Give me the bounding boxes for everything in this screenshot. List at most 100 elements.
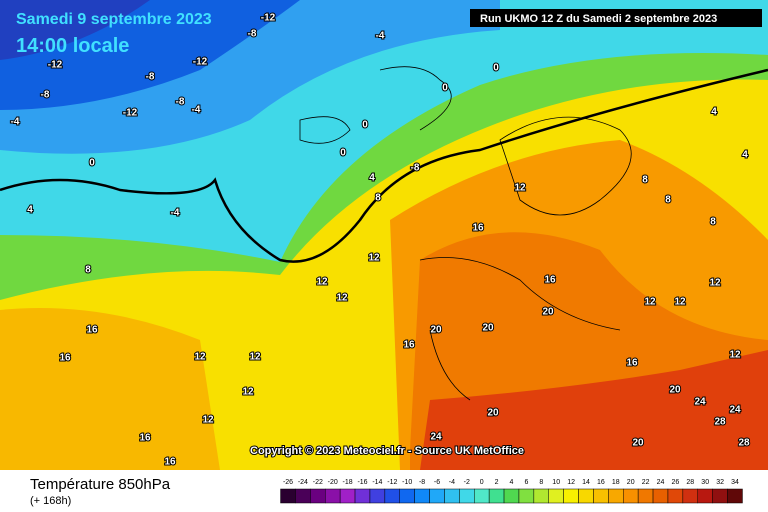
scale-swatch [459,488,475,504]
scale-tick-label: 28 [686,479,694,486]
scale-tick-label: -22 [313,479,323,486]
scale-tick-label: -6 [434,479,440,486]
scale-tick-label: -26 [283,479,293,486]
scale-tick-label: 30 [701,479,709,486]
scale-swatch [325,488,341,504]
scale-tick-label: 32 [716,479,724,486]
map-value: -12 [123,108,138,119]
scale-tick-label: -12 [387,479,397,486]
map-value: 20 [542,307,554,318]
map-value: 12 [336,293,348,304]
scale-tick-label: 10 [552,479,560,486]
map-value: 0 [89,158,95,169]
scale-tick-label: 24 [657,479,665,486]
scale-tick-label: 8 [539,479,543,486]
map-value: 8 [642,175,648,186]
map-value: 16 [139,433,151,444]
map-labels: -12-8 -4-12-8-12-8-12-8-4-400000-4448-812… [10,12,751,469]
map-value: 12 [368,253,380,264]
map-value: -12 [48,60,63,71]
scale-tick-label: 18 [612,479,620,486]
scale-swatch [593,488,609,504]
map-value: -8 [248,29,257,40]
map-value: 12 [249,352,261,363]
coastline [299,66,632,401]
scale-swatch [339,488,356,504]
scale-tick-label: -2 [464,479,470,486]
scale-swatch [503,488,520,504]
scale-tick-label: 22 [642,479,650,486]
scale-tick-label: 16 [597,479,605,486]
run-label: Run UKMO 12 Z du Samedi 2 septembre 2023 [480,13,717,25]
scale-tick-label: -16 [357,479,367,486]
scale-swatch [488,488,505,504]
scale-tick-label: 14 [582,479,590,486]
map-value: 20 [669,385,681,396]
scale-swatch [399,488,415,504]
scale-tick-label: 12 [567,479,575,486]
map-value: 16 [544,275,556,286]
map-value: 0 [493,63,499,74]
map-value: 24 [430,432,442,443]
map-value: 0 [362,120,368,131]
scale-swatch [444,488,460,504]
scale-swatch [682,488,698,504]
map-value: 12 [709,278,721,289]
scale-tick-label: -14 [372,479,382,486]
scale-tick-label: 2 [495,479,499,486]
time: 14:00 locale [16,35,129,57]
map-value: 16 [403,340,415,351]
warm-zone [0,308,220,470]
map-value: 28 [738,438,750,449]
scale-swatch [518,488,535,504]
scale-tick-label: -4 [449,479,455,486]
map-value: -12 [261,13,276,24]
scale-swatch [652,488,669,504]
map-value: 8 [375,193,381,204]
run-box [470,9,762,27]
map-value: -12 [193,57,208,68]
map-value: 24 [729,405,741,416]
scale-swatch [548,488,564,504]
map-value: 4 [742,150,748,161]
cold-zone [0,0,150,60]
map-value: 12 [242,387,254,398]
map-value: -4 [376,31,385,42]
map-value: 16 [472,223,484,234]
map-value: -4 [192,105,201,116]
scale-tick-label: 26 [672,479,680,486]
footer-title: Température 850hPa [30,476,171,493]
map-value: 12 [514,183,526,194]
scale-swatch [310,488,326,504]
map-value: 12 [202,415,214,426]
scale-swatch [474,488,490,504]
map-value: 12 [674,297,686,308]
scale-tick-label: 4 [510,479,514,486]
hot-zone [420,350,768,470]
color-scale: -26 -24 -22 -20 -18 -16 -14 -12 -10 -8 -6 -4 -2 0 2 4 6 8… [280,479,743,504]
scale-swatch [295,488,311,504]
map-value: 20 [482,323,494,334]
map-value: 20 [632,438,644,449]
map-value: 4 [711,107,717,118]
map-value: 8 [665,195,671,206]
map-value: 8 [710,217,716,228]
map-value: 8 [85,265,91,276]
scale-tick-label: -10 [402,479,412,486]
footer-lead: (+ 168h) [30,495,71,507]
scale-swatch [414,488,430,504]
scale-swatch [712,488,728,504]
scale-swatch [637,488,654,504]
map-value: 12 [729,350,741,361]
scale-tick-label: 34 [731,479,739,486]
map-value: -8 [176,97,185,108]
map-value: 12 [194,352,206,363]
scale-swatch [280,488,296,504]
date: Samedi 9 septembre 2023 [16,11,212,28]
scale-tick-label: -24 [298,479,308,486]
scale-swatch [667,488,684,504]
scale-swatch [727,488,743,504]
map-value: -8 [41,90,50,101]
scale-tick-label: 20 [627,479,635,486]
